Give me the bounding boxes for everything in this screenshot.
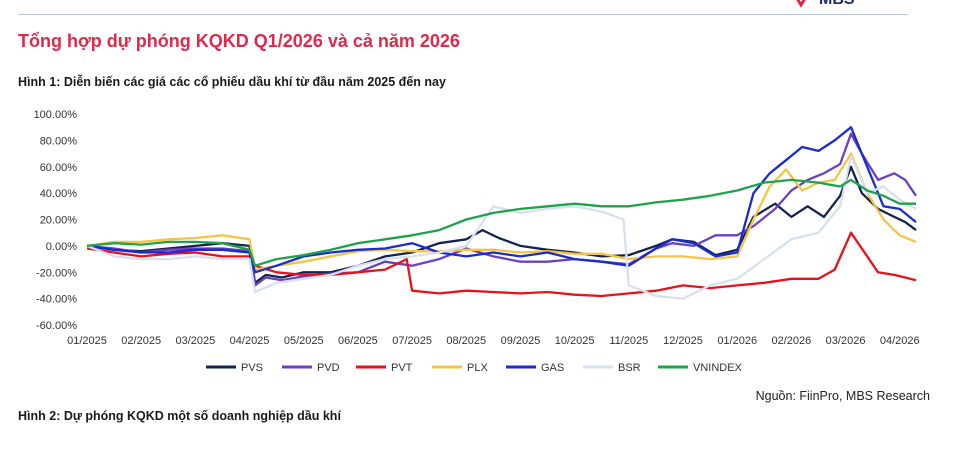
y-tick-label: -60.00% [36,320,77,332]
y-tick-label: -20.00% [36,267,77,279]
legend-label: PVD [317,362,340,374]
figure2-caption: Hình 2: Dự phóng KQKD một số doanh nghiệ… [18,409,341,423]
section-title: Tổng hợp dự phóng KQKD Q1/2026 và cả năm… [18,31,460,51]
logo-text: MBS [819,0,855,8]
source-note: Nguồn: FiinPro, MBS Research [755,389,930,403]
series-line-bsr [86,155,917,300]
x-tick-label: 07/2025 [392,335,432,347]
legend-label: VNINDEX [693,362,743,374]
x-tick-label: 04/2025 [230,335,270,347]
legend-label: PVS [241,362,263,374]
legend-label: GAS [541,362,564,374]
y-tick-label: 20.00% [40,215,78,227]
y-tick-label: 80.00% [40,135,78,147]
x-tick-label: 01/2026 [717,335,757,347]
x-tick-label: 11/2025 [609,335,648,347]
series-line-vnindex [86,178,916,267]
mbs-logo-icon: MBS [796,0,855,8]
header-rule [18,14,908,15]
y-tick-label: 40.00% [40,188,78,200]
series-line-pvd [86,132,917,287]
x-tick-label: 03/2025 [175,335,215,347]
x-tick-label: 08/2025 [446,335,486,347]
y-tick-label: 60.00% [40,162,78,174]
y-tick-label: 100.00% [34,109,78,121]
legend-label: PVT [391,362,413,374]
y-tick-label: -40.00% [36,294,77,306]
figure1-caption: Hình 1: Diễn biến các giá các cổ phiếu d… [18,75,446,89]
y-tick-label: 0.00% [46,241,77,253]
x-tick-label: 02/2026 [771,335,811,347]
x-tick-label: 04/2026 [880,335,920,347]
legend-label: PLX [467,362,488,374]
x-tick-label: 09/2025 [501,335,541,347]
x-tick-label: 05/2025 [284,335,324,347]
x-tick-label: 02/2025 [121,335,161,347]
x-tick-label: 12/2025 [663,335,703,347]
series-line-pvs [86,165,917,284]
x-tick-label: 01/2025 [67,335,107,347]
x-tick-label: 10/2025 [555,335,595,347]
x-tick-label: 06/2025 [338,335,378,347]
legend-label: BSR [618,362,641,374]
x-tick-label: 03/2026 [826,335,866,347]
